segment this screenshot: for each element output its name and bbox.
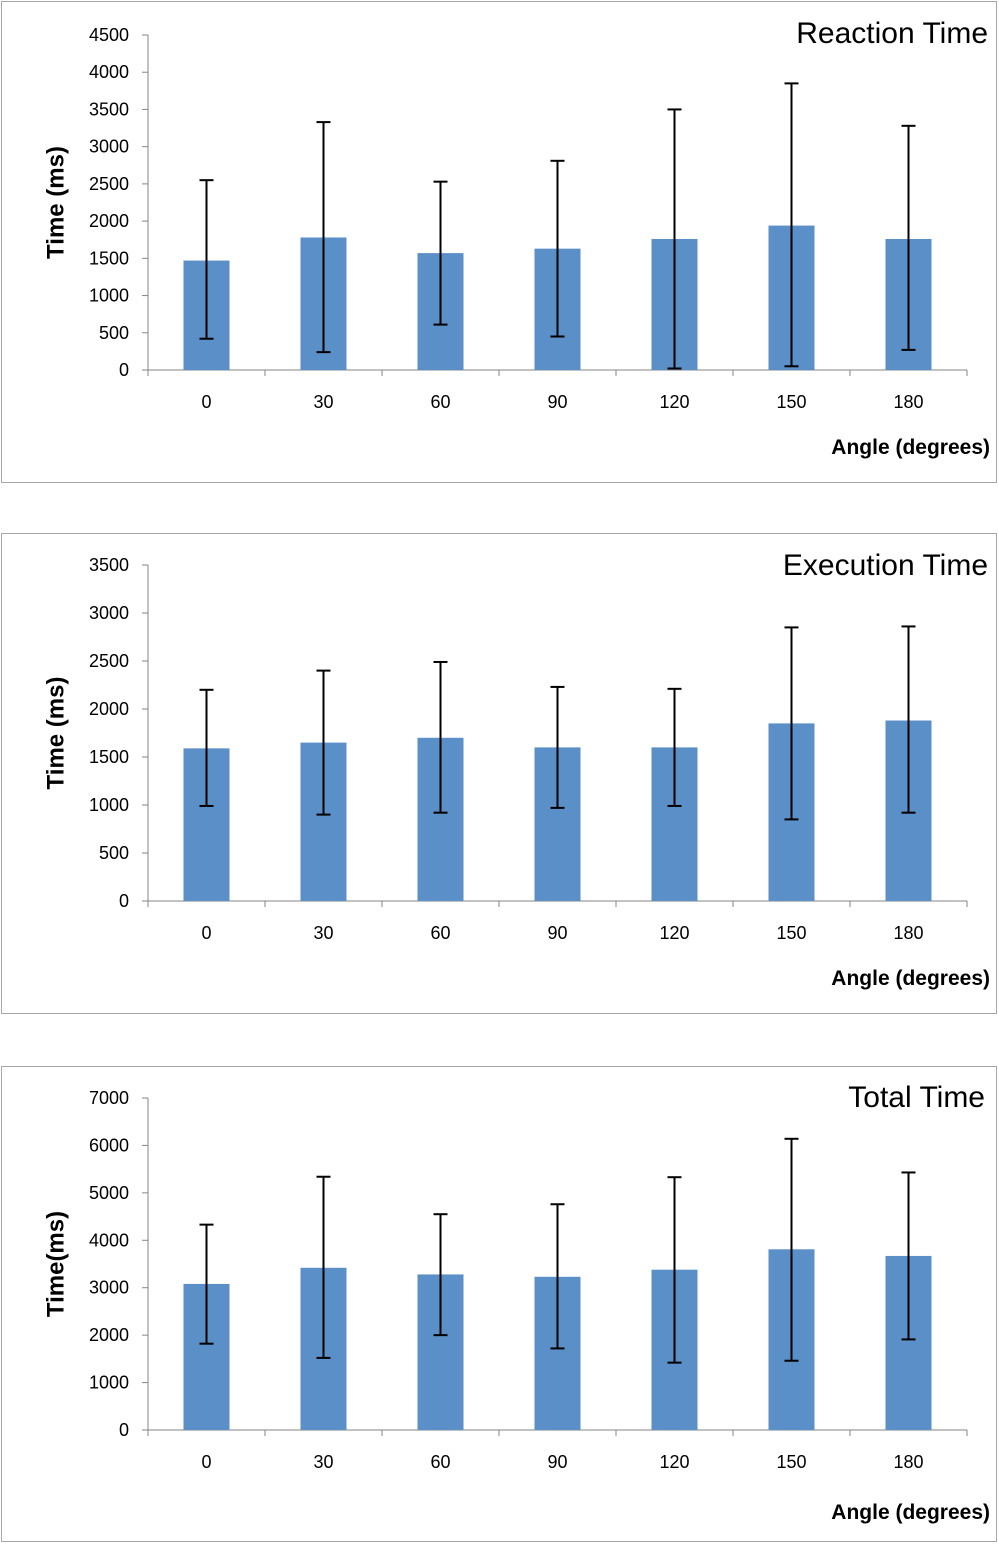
- y-tick-label: 0: [119, 360, 129, 380]
- chart-title: Reaction Time: [796, 17, 988, 50]
- x-tick-label: 60: [430, 923, 450, 943]
- y-tick-label: 500: [99, 323, 129, 343]
- y-tick-label: 4000: [89, 62, 129, 82]
- x-tick-label: 90: [547, 1452, 567, 1472]
- y-tick-label: 1500: [89, 747, 129, 767]
- x-tick-label: 0: [201, 392, 211, 412]
- x-axis-label: Angle (degrees): [831, 967, 990, 990]
- x-tick-label: 120: [659, 923, 689, 943]
- y-axis-label: Time (ms): [42, 146, 69, 259]
- x-tick-label: 180: [893, 392, 923, 412]
- chart-title: Execution Time: [783, 549, 988, 582]
- x-tick-label: 30: [313, 392, 333, 412]
- chart-title: Total Time: [848, 1081, 985, 1114]
- x-tick-label: 150: [776, 923, 806, 943]
- x-tick-label: 120: [659, 1452, 689, 1472]
- x-tick-label: 90: [547, 392, 567, 412]
- y-tick-label: 3000: [89, 1278, 129, 1298]
- x-axis-label: Angle (degrees): [831, 1501, 990, 1524]
- y-tick-label: 4000: [89, 1230, 129, 1250]
- chart-panel-total-time: Total Time Time(ms) Angle (degrees) 0 1000 20…: [1, 1066, 997, 1542]
- y-tick-label: 3000: [89, 603, 129, 623]
- x-tick-label: 30: [313, 923, 333, 943]
- x-tick-label: 180: [893, 1452, 923, 1472]
- x-tick-label: 180: [893, 923, 923, 943]
- y-tick-label: 3500: [89, 99, 129, 119]
- chart-panel-execution-time: Execution Time Time (ms) Angle (degrees) 0 5…: [1, 533, 997, 1014]
- y-tick-label: 5000: [89, 1183, 129, 1203]
- y-axis-label: Time(ms): [42, 1211, 69, 1317]
- reaction-time-chart: Reaction Time Time (ms) Angle (degrees) 0 50…: [42, 17, 990, 459]
- y-axis-label: Time (ms): [42, 677, 69, 790]
- y-tick-label: 0: [119, 1420, 129, 1440]
- chart-panel-reaction-time: Reaction Time Time (ms) Angle (degrees) 0 50…: [1, 1, 997, 483]
- x-tick-label: 0: [201, 1452, 211, 1472]
- y-tick-label: 2000: [89, 699, 129, 719]
- y-tick-label: 1000: [89, 795, 129, 815]
- x-tick-label: 30: [313, 1452, 333, 1472]
- y-tick-label: 0: [119, 891, 129, 911]
- y-tick-label: 3500: [89, 555, 129, 575]
- x-tick-label: 60: [430, 1452, 450, 1472]
- y-tick-label: 3000: [89, 137, 129, 157]
- x-tick-label: 90: [547, 923, 567, 943]
- x-tick-label: 150: [776, 392, 806, 412]
- x-tick-label: 150: [776, 1452, 806, 1472]
- y-tick-label: 4500: [89, 25, 129, 45]
- y-tick-label: 2000: [89, 1325, 129, 1345]
- x-tick-label: 120: [659, 392, 689, 412]
- y-tick-label: 2500: [89, 174, 129, 194]
- y-tick-label: 6000: [89, 1135, 129, 1155]
- x-tick-label: 60: [430, 392, 450, 412]
- execution-time-chart: Execution Time Time (ms) Angle (degrees) 0 5…: [42, 549, 990, 990]
- y-tick-label: 1000: [89, 286, 129, 306]
- y-tick-label: 500: [99, 843, 129, 863]
- y-tick-label: 1500: [89, 248, 129, 268]
- y-tick-label: 2500: [89, 651, 129, 671]
- x-tick-label: 0: [201, 923, 211, 943]
- y-tick-label: 7000: [89, 1088, 129, 1108]
- x-axis-label: Angle (degrees): [831, 436, 990, 459]
- y-tick-label: 2000: [89, 211, 129, 231]
- total-time-chart: Total Time Time(ms) Angle (degrees) 0 1000 20…: [42, 1081, 990, 1524]
- y-tick-label: 1000: [89, 1373, 129, 1393]
